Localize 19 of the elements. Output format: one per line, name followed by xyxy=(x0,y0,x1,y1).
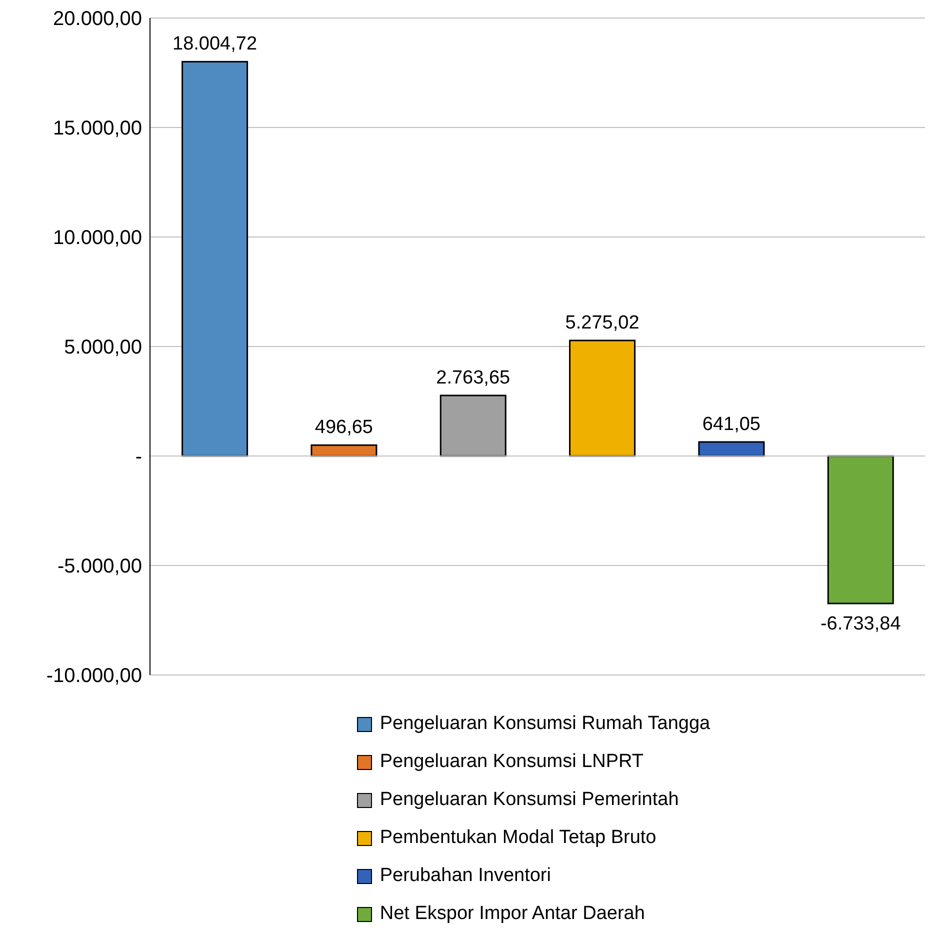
legend-label: Net Ekspor Impor Antar Daerah xyxy=(380,902,645,926)
legend-label: Perubahan Inventori xyxy=(380,864,551,888)
y-tick-label: 10.000,00 xyxy=(53,227,142,250)
y-tick-label: 20.000,00 xyxy=(53,8,142,30)
data-label: 496,65 xyxy=(314,417,374,438)
legend-label: Pengeluaran Konsumsi Rumah Tangga xyxy=(380,712,710,736)
y-tick-label: -10.000,00 xyxy=(46,665,142,688)
legend-label: Pengeluaran Konsumsi Pemerintah xyxy=(380,788,679,812)
data-label: -6.733,84 xyxy=(820,613,902,634)
data-label: 641,05 xyxy=(702,414,761,435)
legend-label: Pengeluaran Konsumsi LNPRT xyxy=(380,750,644,774)
y-tick-label: -5.000,00 xyxy=(57,556,142,578)
y-tick-label: 15.000,00 xyxy=(53,118,142,140)
legend-label: Pembentukan Modal Tetap Bruto xyxy=(380,826,656,850)
data-label: 2.763,65 xyxy=(436,367,510,388)
data-label: 18.004,72 xyxy=(172,34,258,55)
y-tick-label: 5.000,00 xyxy=(64,336,142,359)
y-tick-label: - xyxy=(135,446,142,468)
data-label: 5.275,02 xyxy=(565,312,640,334)
